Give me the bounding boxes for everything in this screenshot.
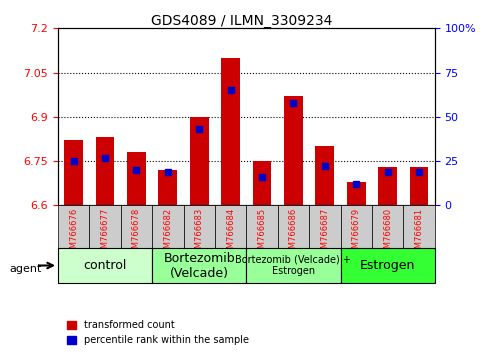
Text: Bortezomib (Velcade) +
Estrogen: Bortezomib (Velcade) + Estrogen <box>236 255 351 276</box>
Text: GSM766685: GSM766685 <box>257 207 267 258</box>
Text: GSM766687: GSM766687 <box>320 207 329 259</box>
FancyBboxPatch shape <box>403 205 435 248</box>
FancyBboxPatch shape <box>309 205 341 248</box>
Bar <box>378 167 397 205</box>
Text: GSM766686: GSM766686 <box>289 207 298 259</box>
Text: GSM766684: GSM766684 <box>226 207 235 258</box>
FancyBboxPatch shape <box>121 205 152 248</box>
Bar <box>127 152 146 205</box>
Text: GSM766682: GSM766682 <box>163 207 172 258</box>
Text: GSM766679: GSM766679 <box>352 207 361 258</box>
Bar <box>410 167 428 205</box>
Bar <box>315 146 334 205</box>
FancyBboxPatch shape <box>184 205 215 248</box>
Bar <box>347 182 366 205</box>
Bar <box>253 161 271 205</box>
FancyBboxPatch shape <box>89 205 121 248</box>
FancyBboxPatch shape <box>58 248 152 283</box>
FancyBboxPatch shape <box>278 205 309 248</box>
Text: GSM766677: GSM766677 <box>100 207 110 259</box>
FancyBboxPatch shape <box>341 205 372 248</box>
Bar <box>158 170 177 205</box>
Bar <box>96 137 114 205</box>
Text: GSM766681: GSM766681 <box>414 207 424 258</box>
FancyBboxPatch shape <box>372 205 403 248</box>
Bar <box>284 96 303 205</box>
FancyBboxPatch shape <box>58 205 89 248</box>
Text: Bortezomib
(Velcade): Bortezomib (Velcade) <box>163 251 235 280</box>
Text: control: control <box>84 259 127 272</box>
Text: agent: agent <box>10 264 42 274</box>
FancyBboxPatch shape <box>341 248 435 283</box>
Text: GDS4089 / ILMN_3309234: GDS4089 / ILMN_3309234 <box>151 14 332 28</box>
Bar <box>64 141 83 205</box>
Text: GSM766676: GSM766676 <box>69 207 78 259</box>
Legend: transformed count, percentile rank within the sample: transformed count, percentile rank withi… <box>63 316 253 349</box>
Bar <box>221 58 240 205</box>
FancyBboxPatch shape <box>246 248 341 283</box>
FancyBboxPatch shape <box>215 205 246 248</box>
Text: GSM766678: GSM766678 <box>132 207 141 259</box>
Bar <box>190 117 209 205</box>
Text: Estrogen: Estrogen <box>360 259 415 272</box>
FancyBboxPatch shape <box>152 205 184 248</box>
Text: GSM766683: GSM766683 <box>195 207 204 259</box>
FancyBboxPatch shape <box>152 248 246 283</box>
Text: GSM766680: GSM766680 <box>383 207 392 258</box>
FancyBboxPatch shape <box>246 205 278 248</box>
